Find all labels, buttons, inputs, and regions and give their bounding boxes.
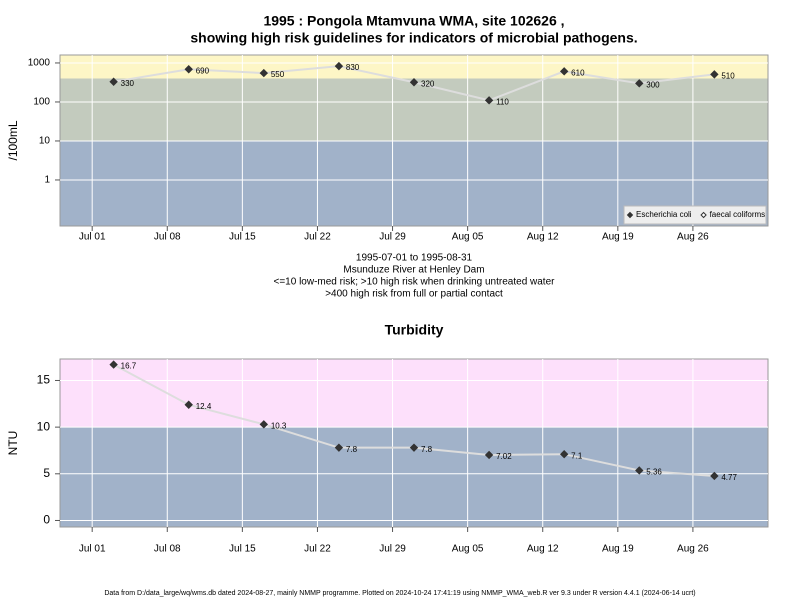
data-point [334,61,344,71]
x-tick-label: Jul 22 [304,544,331,555]
data-label: 320 [421,79,435,88]
x-tick-label: Jul 01 [79,232,106,243]
chart-title: Turbidity [385,322,444,338]
legend-box [623,205,767,225]
y-tick-label: 0 [43,513,50,527]
x-tick-label: Aug 12 [527,232,559,243]
caption: >400 high risk from full or partial cont… [325,289,503,300]
x-tick-label: Jul 01 [79,544,106,555]
legend-marker [626,211,634,219]
data-point [334,443,344,452]
data-point [484,450,494,460]
x-tick-label: Jul 15 [229,544,256,555]
data-point [559,449,569,459]
x-tick-label: Jul 29 [379,232,406,243]
footer: Data from D:/data_large/wq/wms.db dated … [104,590,695,597]
data-label: 10.3 [271,421,287,430]
data-point [710,70,719,79]
y-tick-label: 1000 [28,58,51,69]
x-tick-label: Jul 29 [379,544,406,555]
data-point [259,68,269,78]
caption: Msunduze River at Henley Dam [343,265,484,276]
data-label: 330 [121,79,135,88]
data-label: 16.7 [121,362,137,371]
y-tick-label: 15 [37,373,51,387]
data-label: 12.4 [196,402,212,411]
x-tick-label: Aug 26 [677,544,709,555]
data-point [184,400,193,409]
y-axis-label: NTU [6,431,20,456]
y-tick-label: 1 [44,175,50,186]
data-label: 110 [496,97,509,106]
data-label: 690 [196,66,210,75]
y-tick-label: 10 [37,419,51,433]
x-tick-label: Aug 05 [452,232,484,243]
data-label: 830 [346,63,360,72]
legend-label: faecal coliforms [710,210,766,219]
data-label: 4.77 [721,473,737,482]
y-tick-label: 100 [33,97,50,108]
data-point [559,67,569,76]
data-label: 510 [721,71,735,80]
x-tick-label: Aug 05 [452,544,484,555]
x-tick-label: Jul 08 [154,232,181,243]
data-point [184,65,193,74]
x-tick-label: Aug 26 [677,232,709,243]
y-axis-label: /100mL [6,120,20,160]
data-point [635,466,644,475]
risk-band [60,55,768,79]
risk-band [60,359,768,428]
data-label: 7.8 [421,445,433,454]
data-label: 5.36 [646,468,662,477]
data-label: 610 [571,68,585,77]
caption: 1995-07-01 to 1995-08-31 [356,253,473,264]
x-tick-label: Aug 12 [527,544,559,555]
x-tick-label: Aug 19 [602,232,634,243]
risk-band [60,78,768,141]
data-label: 300 [646,80,660,89]
data-label: 7.8 [346,445,358,454]
legend-label: Escherichia coli [636,210,692,219]
y-tick-label: 10 [39,136,51,147]
data-point [409,78,419,87]
data-point [635,79,644,88]
y-tick-label: 5 [43,466,50,480]
data-label: 7.1 [571,451,583,460]
data-point [409,443,419,452]
x-tick-label: Aug 19 [602,544,634,555]
data-label: 550 [271,70,285,79]
plot-frame [59,358,769,528]
x-tick-label: Jul 15 [229,232,256,243]
x-tick-label: Jul 22 [304,232,331,243]
risk-band [60,427,768,527]
chart-title: 1995 : Pongola Mtamvuna WMA, site 102626… [263,13,564,29]
data-point [484,96,494,105]
caption: <=10 low-med risk; >10 high risk when dr… [274,277,556,288]
data-point [259,420,269,429]
data-label: 7.02 [496,452,512,461]
data-point [710,471,719,481]
data-point [109,77,118,86]
chart-title: showing high risk guidelines for indicat… [190,30,637,46]
data-point [109,360,118,369]
legend-marker [700,211,707,219]
x-tick-label: Jul 08 [154,544,181,555]
